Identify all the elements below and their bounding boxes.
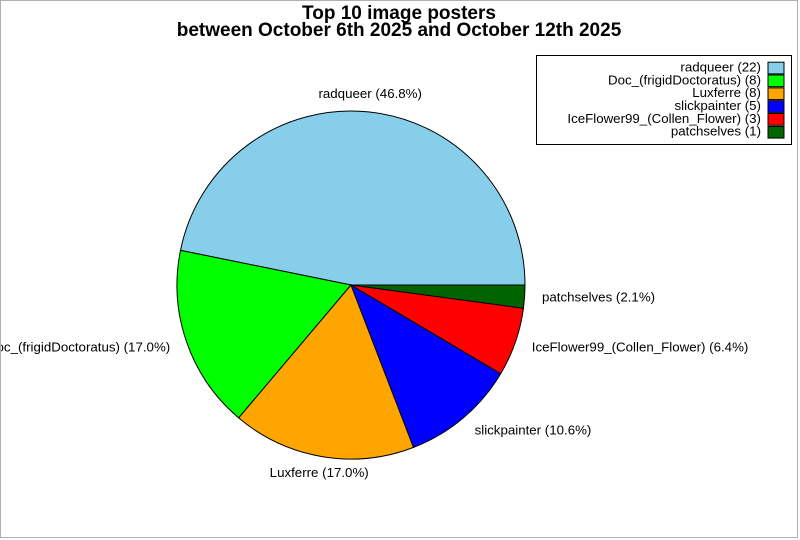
svg-text:radqueer (46.8%): radqueer (46.8%) [318, 86, 421, 101]
svg-text:Luxferre (17.0%): Luxferre (17.0%) [270, 465, 369, 480]
svg-text:patchselves (1): patchselves (1) [671, 124, 761, 139]
svg-text:Doc_(frigidDoctoratus) (17.0%): Doc_(frigidDoctoratus) (17.0%) [1, 339, 170, 354]
svg-text:slickpainter (10.6%): slickpainter (10.6%) [475, 423, 592, 438]
svg-text:patchselves (2.1%): patchselves (2.1%) [542, 289, 655, 304]
svg-text:IceFlower99_(Collen_Flower) (6: IceFlower99_(Collen_Flower) (6.4%) [532, 339, 749, 354]
